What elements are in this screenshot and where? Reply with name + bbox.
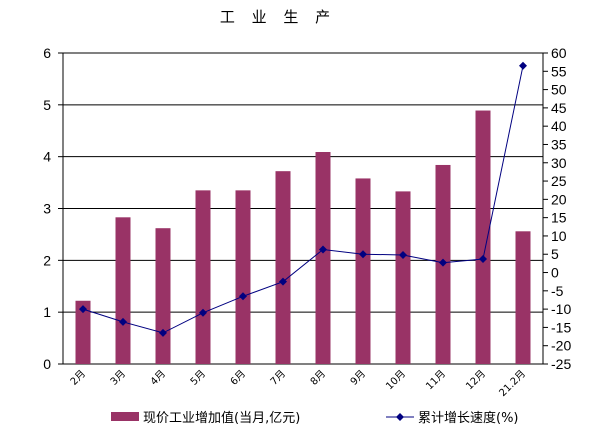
x-tick-label: 5月	[188, 368, 208, 388]
x-tick-label: 9月	[348, 368, 368, 388]
line-point-marker	[79, 305, 87, 314]
bar	[155, 228, 171, 364]
x-tick-label: 11月	[424, 368, 449, 393]
legend-label-bar: 现价工业增加值(当月,亿元)	[143, 410, 300, 426]
line-point-marker	[319, 245, 327, 254]
bar	[115, 217, 131, 364]
line-point-marker	[199, 308, 207, 317]
right-tick-label: 20	[551, 191, 567, 207]
legend-marker-line	[396, 413, 404, 421]
bar-series	[75, 110, 531, 364]
line-series	[79, 61, 527, 337]
legend: 现价工业增加值(当月,亿元) 累计增长速度(%)	[111, 410, 519, 426]
x-tick-label: 3月	[108, 368, 128, 388]
line-point-marker	[119, 317, 127, 326]
x-tick-label: 4月	[148, 368, 168, 388]
x-tick-label: 21.2月	[497, 368, 528, 399]
right-tick-label: -15	[551, 319, 571, 335]
right-tick-label: 10	[551, 228, 567, 244]
bar	[195, 190, 211, 364]
left-tick-label: 1	[43, 304, 51, 320]
line-point-marker	[239, 292, 247, 301]
chart-title: 工 业 生 产	[220, 8, 336, 26]
x-tick-label: 10月	[384, 368, 409, 393]
bar	[355, 178, 371, 364]
bar	[275, 171, 291, 364]
bar	[395, 191, 411, 364]
x-tick-label: 6月	[228, 368, 248, 388]
right-tick-label: 40	[551, 118, 567, 134]
right-tick-label: 15	[551, 210, 567, 226]
right-tick-label: 0	[551, 265, 559, 281]
x-axis: 2月 3月 4月 5月 6月 7月 8月 9月 10月 11月 12月 21.2月	[68, 368, 528, 399]
x-tick-label: 2月	[68, 368, 88, 388]
line-point-marker	[279, 277, 287, 286]
left-tick-label: 6	[43, 45, 51, 61]
bar	[235, 190, 251, 364]
right-tick-label: -5	[551, 283, 564, 299]
bar	[315, 152, 331, 364]
line-point-marker	[359, 250, 367, 259]
bar	[75, 300, 91, 364]
bar	[475, 110, 491, 364]
x-tick-label: 12月	[464, 368, 489, 393]
right-tick-label: 60	[551, 45, 567, 61]
right-tick-label: 25	[551, 173, 567, 189]
left-tick-label: 3	[43, 201, 51, 217]
left-tick-label: 5	[43, 97, 51, 113]
right-tick-label: 45	[551, 100, 567, 116]
line-point-marker	[399, 250, 407, 259]
right-tick-label: 35	[551, 136, 567, 152]
line-point-marker	[519, 61, 527, 70]
legend-label-line: 累计增长速度(%)	[418, 410, 519, 426]
right-axis: -25 -20 -15 -10 -5 0 5 10 15 20 25 30 35 40 45 50 55 60	[543, 45, 571, 372]
right-tick-label: -10	[551, 301, 571, 317]
right-tick-label: -20	[551, 338, 571, 354]
right-tick-label: 55	[551, 63, 567, 79]
legend-swatch-bar	[111, 412, 139, 421]
grid-lines	[63, 104, 543, 313]
left-tick-label: 2	[43, 252, 51, 268]
line-point-marker	[479, 254, 487, 263]
series-line	[82, 65, 524, 334]
bar	[515, 231, 531, 364]
left-tick-label: 0	[43, 356, 51, 372]
right-tick-label: 5	[551, 246, 559, 262]
line-point-marker	[439, 258, 447, 267]
x-tick-label: 8月	[308, 368, 328, 388]
x-tick-label: 7月	[268, 368, 288, 388]
right-tick-label: -25	[551, 356, 571, 372]
left-tick-label: 4	[43, 149, 51, 165]
line-point-marker	[159, 328, 167, 337]
left-axis: 0 1 2 3 4 5 6	[43, 45, 63, 372]
right-tick-label: 50	[551, 82, 567, 98]
right-tick-label: 30	[551, 155, 567, 171]
